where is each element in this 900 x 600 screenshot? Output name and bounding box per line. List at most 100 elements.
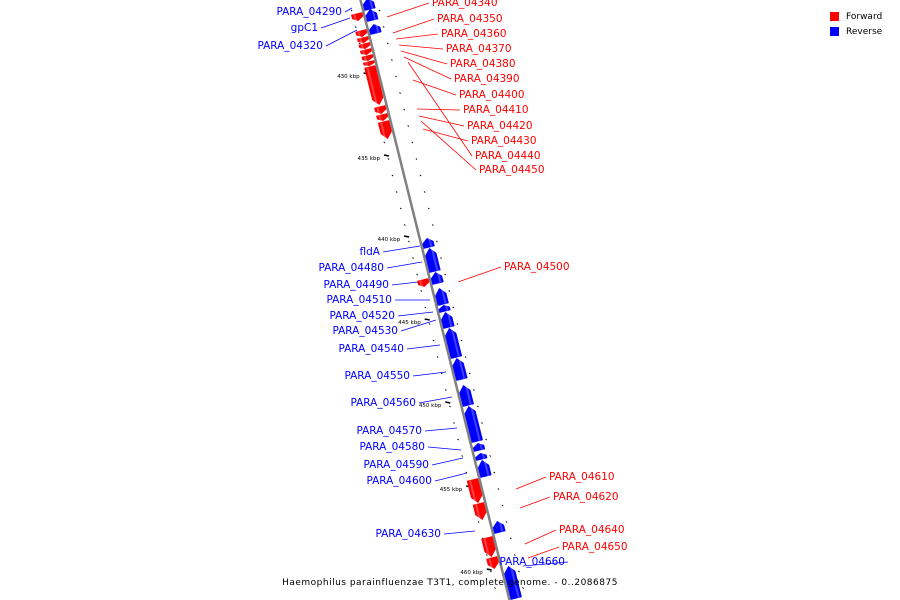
gene-label[interactable]: PARA_04400: [459, 89, 525, 101]
gene-label[interactable]: PARA_04440: [475, 150, 541, 162]
gene-label[interactable]: PARA_04390: [454, 73, 520, 85]
leader-line: [434, 472, 468, 482]
gene-arrow-para-04530[interactable]: [441, 311, 455, 329]
gene-highlight: [357, 31, 361, 38]
gene-arrow-flda[interactable]: [422, 237, 435, 249]
gene-arrow-para-04290[interactable]: [362, 0, 376, 11]
gene-arrow-para-04420[interactable]: [376, 113, 389, 121]
minor-tick: [485, 438, 488, 441]
gene-label[interactable]: PARA_04430: [471, 135, 537, 147]
gene-label[interactable]: PARA_04480: [318, 262, 384, 274]
gene-arrow-para-04590[interactable]: [475, 453, 488, 461]
gene-label[interactable]: PARA_04590: [363, 459, 429, 471]
minor-tick: [509, 537, 512, 540]
gene-highlight: [359, 38, 363, 44]
gene-arrow-para-04610[interactable]: [466, 478, 483, 504]
minor-tick: [477, 405, 479, 408]
gene-label[interactable]: PARA_04650: [562, 541, 628, 553]
gene-label[interactable]: gpC1: [291, 22, 318, 34]
gene-highlight: [450, 327, 460, 357]
gene-arrow-para-04600[interactable]: [477, 459, 492, 478]
gene-arrow-para-04650[interactable]: [486, 556, 499, 570]
gene-arrow-para-04360[interactable]: [356, 36, 369, 43]
gene-highlight: [509, 565, 520, 598]
gene-highlight: [481, 452, 486, 459]
gene-label[interactable]: PARA_04500: [504, 261, 570, 273]
gene-label[interactable]: PARA_04630: [375, 528, 441, 540]
gene-label[interactable]: PARA_04370: [446, 43, 512, 55]
gene-arrow-para-04390[interactable]: [361, 54, 374, 61]
gene-highlight: [376, 107, 381, 115]
gene-label[interactable]: fldA: [360, 246, 381, 258]
gene-label[interactable]: PARA_04620: [553, 491, 619, 503]
gene-label[interactable]: PARA_04640: [559, 524, 625, 536]
leader-line: [522, 561, 569, 567]
leader-line: [386, 261, 423, 269]
gene-arrow-para-04540[interactable]: [445, 327, 463, 359]
minor-tick: [456, 323, 459, 325]
gene-label[interactable]: PARA_04410: [463, 104, 529, 116]
leader-line: [457, 266, 502, 283]
gene-arrow-para-04350[interactable]: [355, 29, 368, 37]
major-tick: [403, 235, 410, 238]
gene-arrow-para-04480[interactable]: [425, 247, 441, 273]
gene-arrow-para-04400[interactable]: [364, 65, 384, 106]
gene-label[interactable]: PARA_04520: [329, 310, 395, 322]
gene-arrow-para-04320[interactable]: [369, 23, 382, 35]
gene-arrow-para-04410[interactable]: [374, 105, 387, 114]
gene-label[interactable]: PARA_04660: [499, 556, 565, 568]
gene-label[interactable]: PARA_04580: [359, 441, 425, 453]
gene-label[interactable]: PARA_04320: [257, 40, 323, 52]
gene-label[interactable]: PARA_04570: [356, 425, 422, 437]
gene-highlight: [464, 384, 472, 405]
gene-arrow-para-04510[interactable]: [435, 287, 449, 306]
gene-label[interactable]: PARA_04350: [437, 13, 503, 25]
gene-arrow-para-04630[interactable]: [492, 520, 506, 534]
gene-arrow-para-04440[interactable]: [363, 60, 375, 66]
gene-label[interactable]: PARA_04540: [338, 343, 404, 355]
gene-highlight: [369, 0, 374, 9]
gene-label[interactable]: PARA_04550: [344, 370, 410, 382]
gene-arrow-para-04520[interactable]: [438, 305, 451, 313]
tick-label: 445 kbp: [398, 320, 421, 326]
gene-label[interactable]: PARA_04380: [450, 58, 516, 70]
gene-arrow-para-04340[interactable]: [350, 12, 364, 21]
minor-tick: [489, 455, 492, 457]
gene-label[interactable]: PARA_04420: [467, 120, 533, 132]
gene-highlight: [483, 538, 491, 558]
gene-label[interactable]: PARA_04360: [441, 28, 507, 40]
gene-label[interactable]: PARA_04610: [549, 471, 615, 483]
gene-arrow-gpc1[interactable]: [365, 8, 379, 22]
minor-tick: [432, 339, 435, 342]
gene-arrow-para-04560[interactable]: [459, 384, 475, 407]
gene-arrow-para-04640[interactable]: [481, 536, 496, 558]
gene-arrow-para-04450[interactable]: [377, 120, 390, 125]
minor-tick: [448, 290, 451, 292]
gene-label[interactable]: PARA_04450: [479, 164, 545, 176]
gene-highlight: [440, 287, 447, 304]
gene-arrow-para-04370[interactable]: [358, 42, 371, 49]
gene-arrow-para-04660[interactable]: [504, 565, 522, 600]
gene-label[interactable]: PARA_04560: [350, 397, 416, 409]
gene-label[interactable]: PARA_04510: [326, 294, 392, 306]
minor-tick: [420, 290, 423, 292]
tick-label: 435 kbp: [358, 156, 381, 162]
gene-arrow-para-04490[interactable]: [430, 271, 444, 285]
minor-tick: [522, 587, 524, 589]
gene-highlight: [479, 442, 483, 450]
gene-arrow-para-04570[interactable]: [464, 405, 484, 443]
minor-tick: [501, 504, 504, 507]
gene-label[interactable]: PARA_04600: [366, 475, 432, 487]
gene-arrow-para-04580[interactable]: [473, 443, 486, 452]
gene-arrow-para-04620[interactable]: [472, 502, 487, 521]
gene-arrow-para-04550[interactable]: [452, 357, 468, 381]
minor-tick: [460, 339, 463, 342]
gene-arrow-para-04500[interactable]: [417, 278, 430, 287]
gene-arrow-para-04380[interactable]: [359, 48, 372, 55]
gene-arrows[interactable]: [350, 0, 522, 600]
gene-label[interactable]: PARA_04530: [332, 325, 398, 337]
gene-label[interactable]: PARA_04340: [432, 0, 498, 9]
gene-label[interactable]: PARA_04290: [276, 6, 342, 18]
gene-label[interactable]: PARA_04490: [323, 279, 389, 291]
minor-tick: [391, 174, 394, 177]
